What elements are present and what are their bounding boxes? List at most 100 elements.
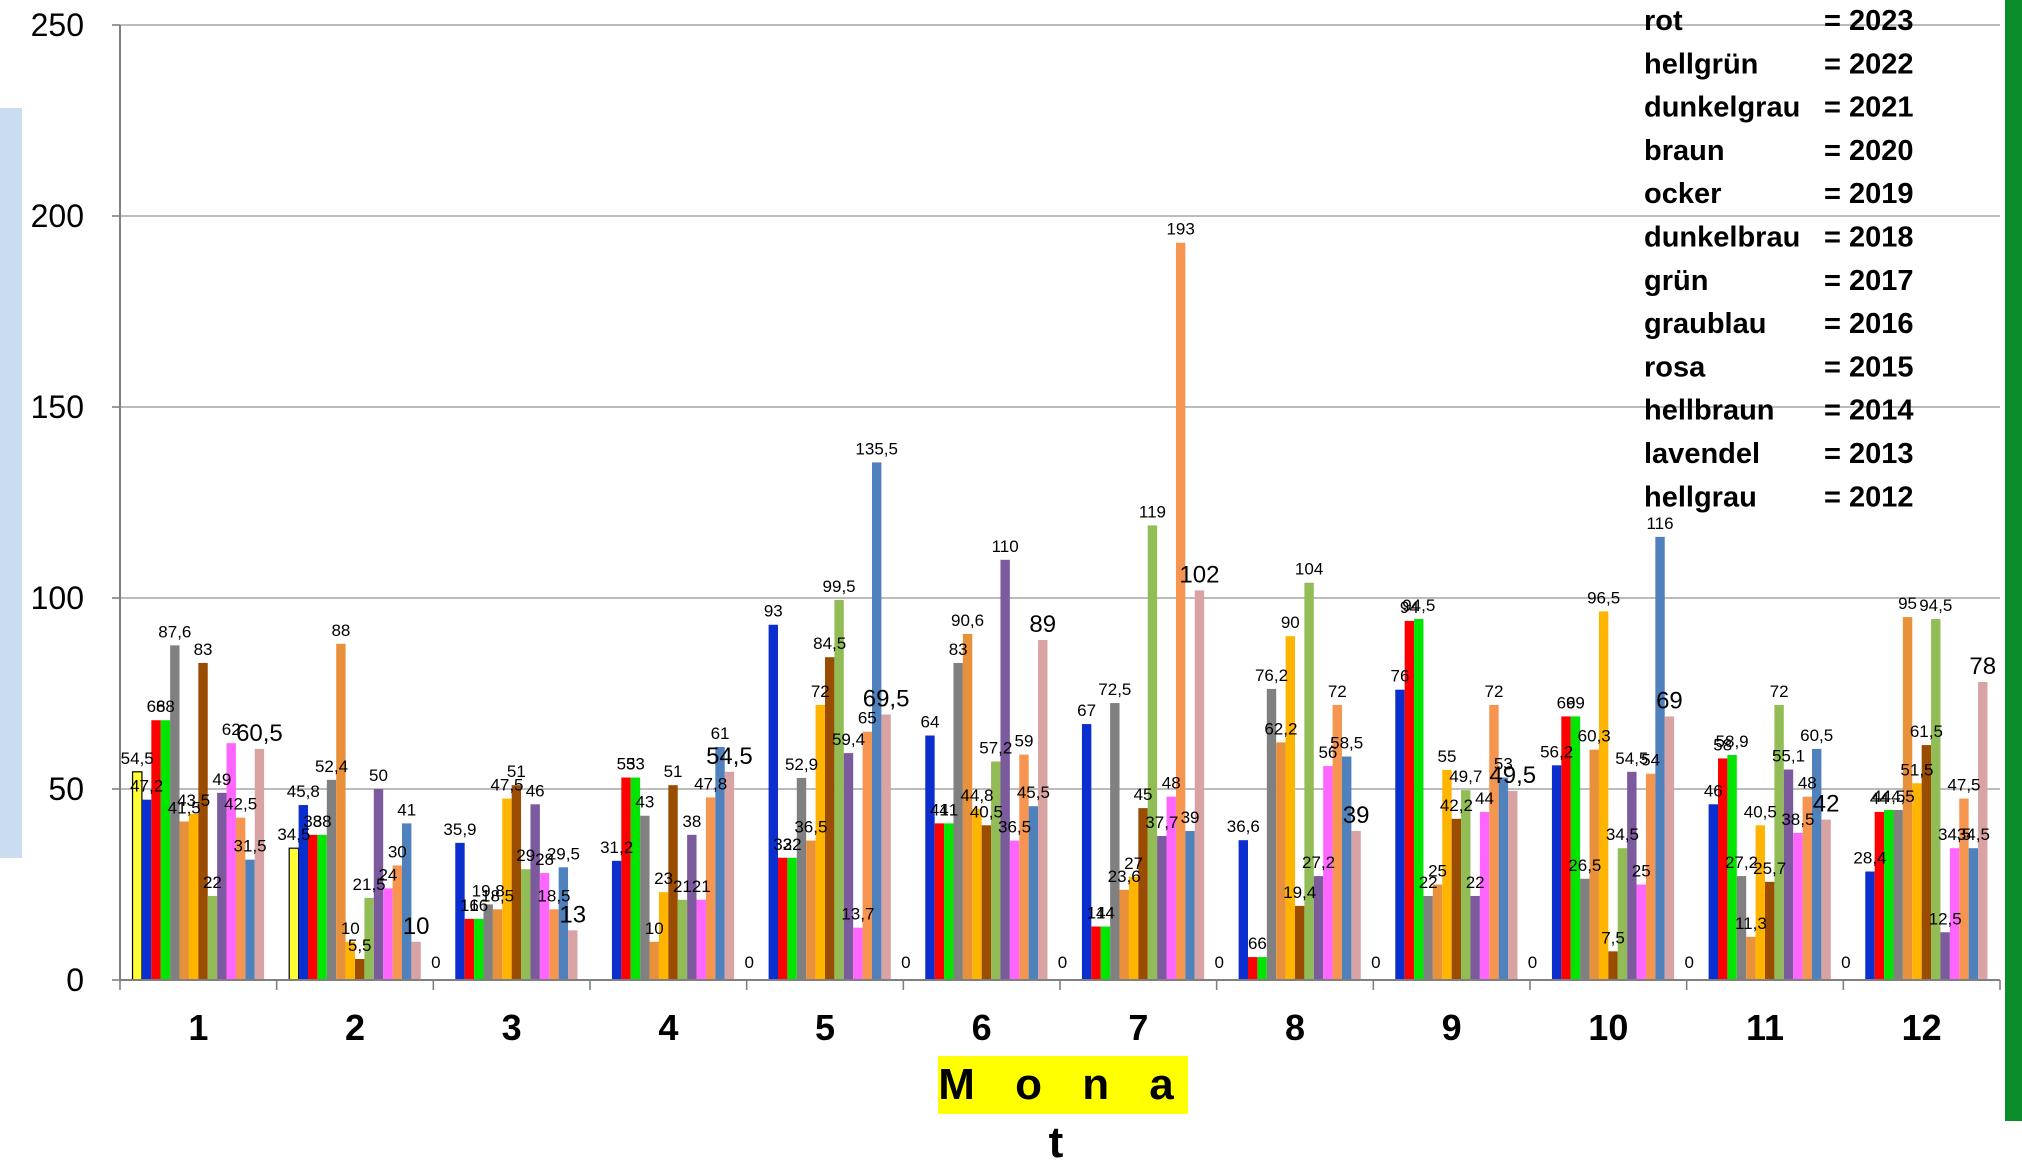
data-label: 99,5 bbox=[823, 577, 856, 596]
bar bbox=[1185, 831, 1194, 980]
data-label: 62,2 bbox=[1264, 719, 1297, 738]
bar bbox=[769, 625, 778, 980]
data-label: 90,6 bbox=[951, 611, 984, 630]
data-label: 38 bbox=[313, 812, 332, 831]
bar bbox=[161, 720, 170, 980]
data-label: 28,4 bbox=[1853, 849, 1886, 868]
bar bbox=[1665, 716, 1674, 980]
data-label: 39 bbox=[1181, 808, 1200, 827]
bar bbox=[355, 959, 364, 980]
data-label: 21 bbox=[692, 877, 711, 896]
bar bbox=[1480, 812, 1489, 980]
zero-label: 0 bbox=[1528, 953, 1537, 972]
bar bbox=[1038, 640, 1047, 980]
bar bbox=[806, 841, 815, 980]
bar bbox=[687, 835, 696, 980]
bar bbox=[1351, 831, 1360, 980]
legend-entry-name: hellgrün bbox=[1644, 48, 1758, 80]
bar bbox=[1499, 778, 1508, 980]
bar bbox=[797, 778, 806, 980]
bar bbox=[1010, 841, 1019, 980]
x-tick-label: 10 bbox=[1588, 1007, 1628, 1048]
bar bbox=[180, 821, 189, 980]
bar bbox=[1865, 872, 1874, 980]
data-label: 83 bbox=[949, 640, 968, 659]
data-label: 6 bbox=[1248, 934, 1257, 953]
data-label: 23 bbox=[654, 869, 673, 888]
x-axis-title: M o n a t bbox=[938, 1056, 1188, 1114]
data-label: 22 bbox=[203, 873, 222, 892]
bar bbox=[289, 848, 298, 980]
bar bbox=[1082, 724, 1091, 980]
data-label: 42 bbox=[1813, 791, 1840, 818]
bar bbox=[1120, 890, 1129, 980]
legend-entry-year: = 2021 bbox=[1824, 92, 1914, 124]
y-tick-label: 150 bbox=[31, 389, 84, 425]
bar bbox=[881, 715, 890, 980]
bar bbox=[725, 772, 734, 980]
data-label: 41 bbox=[397, 800, 416, 819]
zero-label: 0 bbox=[901, 953, 910, 972]
bar bbox=[1248, 957, 1257, 980]
data-label: 18,5 bbox=[481, 886, 514, 905]
bar bbox=[1148, 525, 1157, 980]
data-label: 51 bbox=[664, 762, 683, 781]
data-label: 34,5 bbox=[1606, 825, 1639, 844]
data-label: 24 bbox=[378, 865, 397, 884]
data-label: 32 bbox=[783, 835, 802, 854]
data-label: 6 bbox=[1257, 934, 1266, 953]
x-tick-label: 11 bbox=[1746, 1007, 1784, 1048]
data-label: 57,2 bbox=[979, 738, 1012, 757]
legend-entry-name: ocker bbox=[1644, 178, 1721, 210]
data-label: 54,5 bbox=[121, 749, 154, 768]
bar bbox=[474, 919, 483, 980]
data-label: 69,5 bbox=[863, 686, 910, 713]
bar bbox=[383, 888, 392, 980]
data-label: 51,5 bbox=[1900, 760, 1933, 779]
data-label: 31,5 bbox=[233, 837, 266, 856]
bar bbox=[1637, 885, 1646, 981]
bar bbox=[1295, 906, 1304, 980]
bar bbox=[1709, 804, 1718, 980]
data-label: 29 bbox=[516, 846, 535, 865]
data-label: 49,7 bbox=[1449, 767, 1482, 786]
bar bbox=[1239, 840, 1248, 980]
y-tick-label: 250 bbox=[31, 7, 84, 43]
data-label: 90 bbox=[1281, 613, 1300, 632]
legend-entry-name: dunkelbrau bbox=[1644, 222, 1800, 254]
legend-entry-year: = 2017 bbox=[1824, 265, 1914, 297]
bar bbox=[1195, 590, 1204, 980]
zero-label: 0 bbox=[1841, 953, 1850, 972]
legend-entry-name: graublau bbox=[1644, 308, 1766, 340]
data-label: 34,5 bbox=[1957, 825, 1990, 844]
data-label: 22 bbox=[1466, 873, 1485, 892]
data-label: 26,5 bbox=[1568, 856, 1601, 875]
data-label: 47,8 bbox=[694, 774, 727, 793]
bar bbox=[1893, 810, 1902, 980]
bar bbox=[1129, 877, 1138, 980]
data-label: 14 bbox=[1096, 904, 1115, 923]
y-tick-label: 100 bbox=[31, 580, 84, 616]
bar bbox=[1618, 848, 1627, 980]
bar bbox=[1423, 896, 1432, 980]
bar bbox=[1452, 819, 1461, 980]
data-label: 35,9 bbox=[443, 820, 476, 839]
bar bbox=[1101, 927, 1110, 980]
bar bbox=[198, 663, 207, 980]
x-tick-label: 2 bbox=[345, 1007, 365, 1048]
data-label: 93 bbox=[764, 602, 783, 621]
bar bbox=[1110, 703, 1119, 980]
data-label: 52,9 bbox=[785, 755, 818, 774]
bar bbox=[982, 825, 991, 980]
data-label: 96,5 bbox=[1587, 588, 1620, 607]
bar bbox=[512, 785, 521, 980]
data-label: 27,2 bbox=[1302, 853, 1335, 872]
bar bbox=[208, 896, 217, 980]
data-label: 67 bbox=[1077, 701, 1096, 720]
bar bbox=[1608, 951, 1617, 980]
bar bbox=[1489, 705, 1498, 980]
bar bbox=[1552, 765, 1561, 980]
data-label: 40,5 bbox=[1744, 802, 1777, 821]
data-label: 58,9 bbox=[1716, 732, 1749, 751]
data-label: 135,5 bbox=[855, 439, 898, 458]
